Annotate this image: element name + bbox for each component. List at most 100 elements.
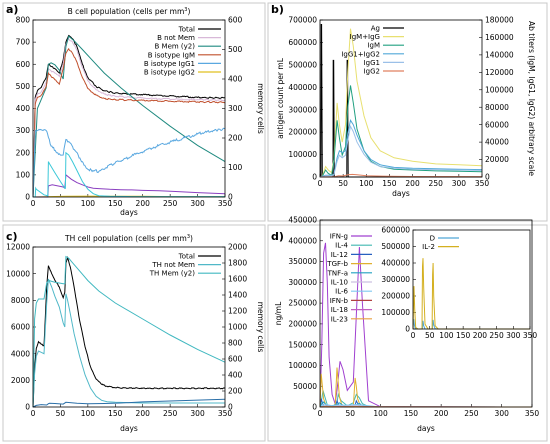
y-ticks: 0 50000 100000 150000 200000 250000 300000 3500… — [288, 216, 323, 412]
y-tick-label: 700 — [16, 38, 31, 47]
y2-tick-label: 80000 — [485, 103, 509, 112]
panel-d_inset: 0 50 100 150 200 250 300 350 0 100000 200000 300000… — [381, 226, 537, 340]
x-tick-label: 150 — [456, 331, 471, 340]
y2-ticks: 0 20000 40000 60000 80000 100000 120000 140000 1… — [479, 16, 514, 182]
y-tick-label: 500000 — [288, 60, 317, 69]
series-line — [319, 173, 483, 178]
x-axis-label: days — [120, 424, 138, 433]
x-ticks: 0 50 100 150 200 250 300 350 — [318, 404, 539, 418]
y-tick-label: 300000 — [381, 275, 410, 284]
y-tick-label: 500000 — [381, 242, 410, 251]
legend-label: IL-18 — [331, 306, 348, 314]
series-line — [319, 124, 483, 178]
x-tick-label: 0 — [31, 199, 36, 208]
chart-title: B cell population (cells per mm3) — [68, 7, 191, 16]
series-line — [32, 47, 226, 198]
chart-title: TH cell population (cells per mm3) — [64, 234, 193, 243]
legend-label: IgG2 — [364, 68, 380, 76]
x-axis-label: days — [417, 424, 435, 433]
y-tick-label: 0 — [25, 193, 30, 202]
y2-tick-label: 800 — [228, 339, 243, 348]
y-tick-label: 500 — [16, 82, 31, 91]
y2-tick-label: 0 — [228, 403, 233, 412]
x-tick-label: 200 — [434, 409, 449, 418]
series-line — [412, 258, 530, 330]
x-tick-label: 300 — [190, 409, 205, 418]
y2-axis-label: Ab titers (IgM, IgG1, IgG2) arbitrary sc… — [527, 21, 536, 176]
series-line — [32, 37, 226, 198]
panel-b: 0 50 100 150 200 250 300 3500100000200000300000… — [267, 2, 548, 222]
y2-tick-label: 600 — [228, 16, 243, 25]
legend-label: IL-12 — [331, 251, 348, 259]
x-tick-label: 50 — [56, 409, 66, 418]
y-axis-label: antigen count per mL — [276, 57, 285, 139]
y-tick-label: 0 — [405, 325, 410, 334]
legend-label: Total — [178, 26, 195, 34]
y2-tick-label: 120000 — [485, 68, 514, 77]
legend-label: D — [430, 235, 435, 243]
legend-label: IFN-b — [330, 297, 349, 305]
x-ticks: 0 50 100 150 200 250 300 350 — [318, 174, 490, 188]
x-tick-label: 200 — [405, 179, 420, 188]
legend-label: IL-10 — [331, 279, 348, 287]
legend-label: TH Mem (y2) — [149, 270, 195, 278]
x-tick-label: 150 — [108, 409, 123, 418]
series-line — [319, 242, 533, 408]
y2-tick-label: 100000 — [485, 85, 514, 94]
y-tick-label: 450000 — [288, 216, 317, 225]
y-tick-label: 400000 — [381, 259, 410, 268]
y-tick-label: 800 — [16, 16, 31, 25]
y2-tick-label: 500 — [228, 45, 243, 54]
legend-label: IgM — [367, 42, 380, 50]
x-tick-label: 350 — [475, 179, 490, 188]
panel-label: a) — [6, 3, 18, 16]
y2-tick-label: 300 — [228, 104, 243, 113]
y-tick-label: 600000 — [288, 38, 317, 47]
y2-tick-label: 140000 — [485, 50, 514, 59]
y-tick-label: 200000 — [381, 292, 410, 301]
legend: IFN-gIL-4IL-12TGF-bTNF-aIL-10IL-6IFN-bIL… — [326, 233, 372, 323]
chart-title-end: ) — [187, 7, 190, 16]
y2-axis-label: memory cells — [256, 302, 265, 353]
y2-tick-label: 160000 — [485, 33, 514, 42]
y-tick-label: 0 — [312, 403, 317, 412]
x-tick-label: 50 — [346, 409, 356, 418]
y2-tick-label: 400 — [228, 75, 243, 84]
series-group — [412, 258, 530, 330]
series-line — [412, 319, 530, 330]
y2-tick-label: 1200 — [228, 307, 247, 316]
x-tick-label: 250 — [489, 331, 504, 340]
y-tick-label: 100000 — [288, 361, 317, 370]
plot-area-border — [32, 19, 226, 198]
y-tick-label: 300 — [16, 126, 31, 135]
x-tick-label: 100 — [81, 409, 96, 418]
y-tick-label: 700000 — [288, 16, 317, 25]
y2-tick-label: 2000 — [228, 243, 247, 252]
plot-area-border — [412, 229, 531, 330]
x-axis-label: days — [120, 208, 138, 217]
legend: DIL-2 — [422, 235, 459, 251]
y-tick-label: 10000 — [6, 269, 30, 278]
y-tick-label: 100000 — [288, 150, 317, 159]
series-line — [319, 85, 483, 178]
legend-label: IL-4 — [335, 242, 348, 250]
chart-title-superscript: 3 — [184, 7, 187, 13]
y2-tick-label: 1600 — [228, 275, 247, 284]
x-tick-label: 250 — [163, 409, 178, 418]
y2-tick-label: 200 — [228, 134, 243, 143]
x-tick-label: 100 — [373, 409, 388, 418]
x-tick-label: 200 — [136, 199, 151, 208]
x-axis-label: days — [392, 189, 410, 198]
x-tick-label: 300 — [495, 409, 510, 418]
series-group — [32, 255, 226, 408]
y2-tick-label: 1800 — [228, 259, 247, 268]
y-axis-label: ng/mL — [274, 301, 283, 325]
x-tick-label: 0 — [411, 331, 416, 340]
y2-tick-label: 0 — [228, 193, 233, 202]
x-tick-label: 0 — [31, 409, 36, 418]
y-tick-label: 600000 — [381, 226, 410, 235]
x-tick-label: 300 — [452, 179, 467, 188]
series-line — [32, 127, 226, 198]
